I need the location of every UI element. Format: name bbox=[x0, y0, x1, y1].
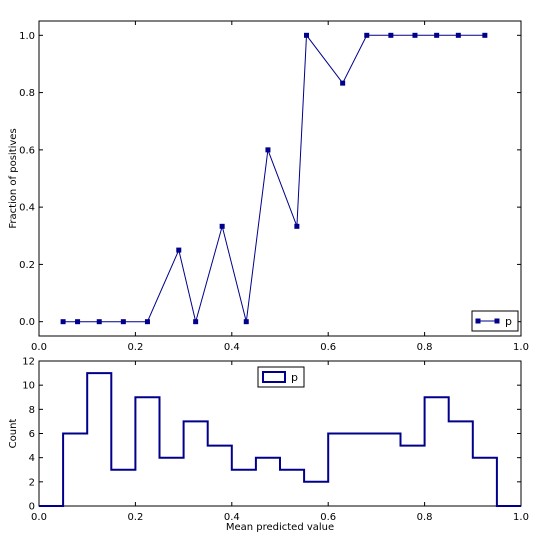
top-x-tick-label: 0.2 bbox=[127, 342, 143, 353]
calibration-plot: 0.0 0.2 0.4 0.6 0.8 1.0 0.0 0.2 0.4 0.6 0.8 1.0 Fr… bbox=[8, 20, 529, 353]
bottom-x-tick-label: 0.0 bbox=[31, 512, 47, 523]
top-y-tick-label: 1.0 bbox=[19, 31, 35, 42]
calibration-point bbox=[388, 32, 394, 38]
top-x-tick-label: 0.4 bbox=[224, 342, 240, 353]
bottom-y-tick-label: 2 bbox=[29, 477, 35, 488]
top-x-tick-label: 0.0 bbox=[31, 342, 47, 353]
top-y-tick-label: 0.8 bbox=[19, 88, 35, 99]
calibration-point bbox=[265, 147, 271, 153]
calibration-point bbox=[193, 319, 199, 325]
bottom-y-tick-label: 10 bbox=[22, 381, 35, 392]
top-x-tick-label: 0.8 bbox=[417, 342, 433, 353]
bottom-x-tick-label: 0.6 bbox=[320, 512, 336, 523]
calibration-line bbox=[63, 33, 485, 323]
bottom-y-tick-label: 12 bbox=[22, 357, 35, 368]
top-legend: p bbox=[471, 310, 519, 332]
top-x-axis: 0.0 0.2 0.4 0.6 0.8 1.0 bbox=[31, 21, 529, 353]
top-plot-frame bbox=[38, 20, 522, 337]
bottom-y-axis-label: Count bbox=[8, 419, 19, 449]
top-legend-marker bbox=[475, 318, 481, 324]
bottom-legend-label: p bbox=[291, 371, 298, 384]
bottom-y-tick-label: 0 bbox=[29, 502, 35, 513]
top-x-tick-label: 1.0 bbox=[513, 342, 529, 353]
bottom-x-tick-label: 1.0 bbox=[513, 512, 529, 523]
top-y-tick-label: 0.2 bbox=[19, 260, 35, 271]
calibration-point bbox=[60, 319, 66, 325]
bottom-legend: p bbox=[257, 366, 305, 388]
top-y-axis-label: Fraction of positives bbox=[8, 128, 19, 228]
bottom-x-tick-label: 0.8 bbox=[417, 512, 433, 523]
calibration-point bbox=[340, 80, 346, 86]
histogram-plot: 0.0 0.2 0.4 0.6 0.8 1.0 0 2 4 6 8 10 12 Mean predic… bbox=[8, 357, 529, 534]
calibration-point bbox=[455, 32, 461, 38]
bottom-x-tick-label: 0.4 bbox=[224, 512, 240, 523]
calibration-point bbox=[364, 32, 370, 38]
bottom-y-tick-label: 4 bbox=[29, 453, 35, 464]
top-y-tick-label: 0.4 bbox=[19, 203, 35, 214]
calibration-point bbox=[294, 223, 300, 229]
calibration-point bbox=[120, 319, 126, 325]
top-y-tick-label: 0.0 bbox=[19, 317, 35, 328]
calibration-point bbox=[75, 319, 81, 325]
calibration-point bbox=[144, 319, 150, 325]
calibration-point bbox=[412, 32, 418, 38]
top-x-tick-label: 0.6 bbox=[320, 342, 336, 353]
histogram-steps bbox=[39, 372, 521, 507]
top-y-axis: 0.0 0.2 0.4 0.6 0.8 1.0 bbox=[19, 31, 521, 328]
bottom-x-axis-label: Mean predicted value bbox=[226, 522, 334, 533]
bottom-y-tick-label: 6 bbox=[29, 429, 35, 440]
top-y-tick-label: 0.6 bbox=[19, 145, 35, 156]
bottom-y-tick-label: 8 bbox=[29, 405, 35, 416]
calibration-point bbox=[176, 247, 182, 253]
calibration-point bbox=[304, 32, 310, 38]
calibration-point bbox=[96, 319, 102, 325]
top-legend-marker bbox=[494, 318, 500, 324]
calibration-point bbox=[482, 32, 488, 38]
calibration-point bbox=[434, 32, 440, 38]
bottom-x-tick-label: 0.2 bbox=[127, 512, 143, 523]
calibration-points bbox=[60, 32, 488, 325]
calibration-point bbox=[243, 319, 249, 325]
calibration-point bbox=[219, 223, 225, 229]
bottom-x-axis: 0.0 0.2 0.4 0.6 0.8 1.0 bbox=[31, 361, 529, 523]
top-legend-label: p bbox=[505, 315, 512, 328]
bottom-legend-patch bbox=[262, 371, 286, 383]
